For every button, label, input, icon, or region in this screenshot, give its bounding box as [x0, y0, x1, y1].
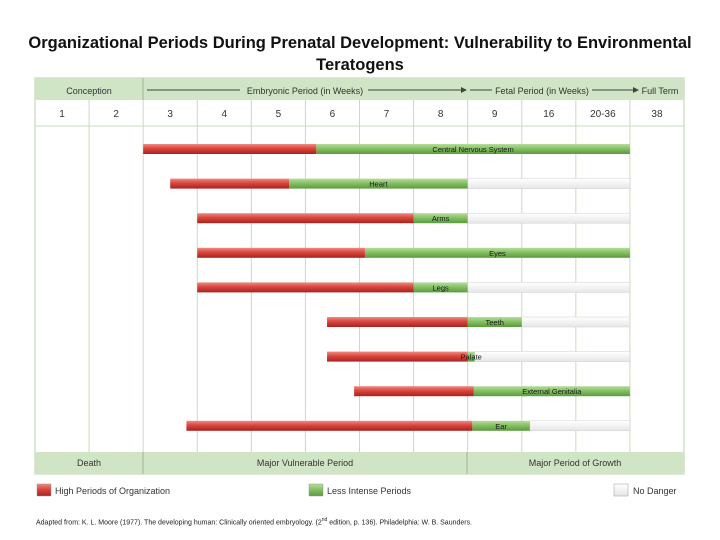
- bar-no-danger: [467, 178, 631, 189]
- bar-high-organization: [327, 317, 468, 327]
- bar-row: External Genitalia: [354, 386, 630, 397]
- source-after: edition, p. 136). Philadelphia: W. B. Sa…: [327, 519, 473, 527]
- column-label: 9: [492, 109, 498, 120]
- bar-less-intense: [473, 386, 630, 397]
- bar-label: Central Nervous System: [432, 145, 513, 154]
- legend-less-swatch: [308, 483, 324, 497]
- bar-less-intense: [289, 178, 468, 189]
- bars: Central Nervous System Heart Arms Eyes Legs T…: [143, 144, 631, 432]
- footer-band: [35, 452, 684, 474]
- bar-high-organization: [143, 144, 317, 154]
- column-label: 8: [438, 109, 444, 120]
- column-label: 5: [276, 109, 282, 120]
- embryonic-label: Embryonic Period (in Weeks): [247, 86, 363, 96]
- column-label: 1: [59, 109, 65, 120]
- bar-high-organization: [186, 420, 473, 431]
- bar-row: Palate: [327, 351, 631, 362]
- bar-less-intense: [316, 144, 630, 154]
- legend: High Periods of Organization Less Intens…: [36, 483, 677, 497]
- bar-less-intense: [472, 420, 530, 431]
- bar-label: Ear: [495, 422, 507, 431]
- bar-row: Arms: [197, 212, 631, 224]
- bar-no-danger: [467, 212, 631, 224]
- source-sup: nd: [321, 517, 328, 523]
- bar-row: Legs: [197, 282, 631, 293]
- bar-high-organization: [354, 386, 474, 397]
- chart-title: Organizational Periods During Prenatal D…: [28, 34, 692, 74]
- bar-less-intense: [467, 317, 522, 327]
- death-label: Death: [77, 458, 101, 468]
- major-vulnerable-label: Major Vulnerable Period: [257, 458, 353, 468]
- column-label: 20-36: [590, 109, 616, 120]
- column-label: 4: [222, 109, 228, 120]
- legend-high-label: High Periods of Organization: [55, 486, 170, 496]
- legend-none-swatch: [613, 483, 629, 497]
- full-term-label: Full Term: [642, 86, 679, 96]
- legend-none-label: No Danger: [633, 486, 677, 496]
- bar-less-intense: [413, 213, 468, 224]
- bar-label: Heart: [369, 180, 388, 189]
- bar-less-intense: [364, 247, 630, 258]
- column-label: 7: [384, 109, 390, 120]
- bar-label: Eyes: [489, 249, 506, 258]
- column-label: 6: [330, 109, 336, 120]
- bar-row: Central Nervous System: [143, 144, 630, 154]
- bar-less-intense: [413, 282, 468, 293]
- bar-row: Teeth: [327, 316, 631, 328]
- bar-label: Teeth: [486, 318, 504, 327]
- bar-high-organization: [197, 282, 414, 293]
- embryonic-label-bg: [240, 83, 368, 97]
- bar-label: External Genitalia: [522, 387, 582, 396]
- bar-label: Palate: [461, 353, 482, 362]
- bar-no-danger: [467, 282, 631, 293]
- bar-high-organization: [170, 178, 290, 189]
- source-before: Adapted from: K. L. Moore (1977). The de…: [36, 519, 322, 527]
- major-growth-label: Major Period of Growth: [529, 458, 622, 468]
- bar-row: Ear: [186, 420, 631, 432]
- column-label: 2: [113, 109, 119, 120]
- bar-label: Legs: [432, 283, 449, 292]
- conception-label: Conception: [66, 86, 112, 96]
- column-label: 16: [543, 109, 555, 120]
- legend-high-swatch: [36, 483, 52, 497]
- bar-less-intense: [467, 351, 475, 362]
- column-labels: 1 2 3 4 5 6 7 8 9 16 20-36 38: [59, 109, 663, 120]
- bar-no-danger: [474, 351, 631, 362]
- fetal-label: Fetal Period (in Weeks): [495, 86, 589, 96]
- legend-less-label: Less Intense Periods: [327, 486, 412, 496]
- bar-high-organization: [197, 213, 414, 224]
- bar-row: Heart: [170, 178, 631, 189]
- bar-high-organization: [327, 351, 468, 362]
- column-label: 38: [651, 109, 663, 120]
- bar-row: Eyes: [197, 247, 630, 258]
- bar-label: Arms: [432, 214, 450, 223]
- fetal-label-bg: [492, 83, 592, 97]
- bar-no-danger: [529, 420, 631, 432]
- bar-high-organization: [197, 247, 365, 258]
- source-citation: Adapted from: K. L. Moore (1977). The de…: [36, 517, 472, 526]
- bar-no-danger: [521, 316, 631, 328]
- column-label: 3: [167, 109, 173, 120]
